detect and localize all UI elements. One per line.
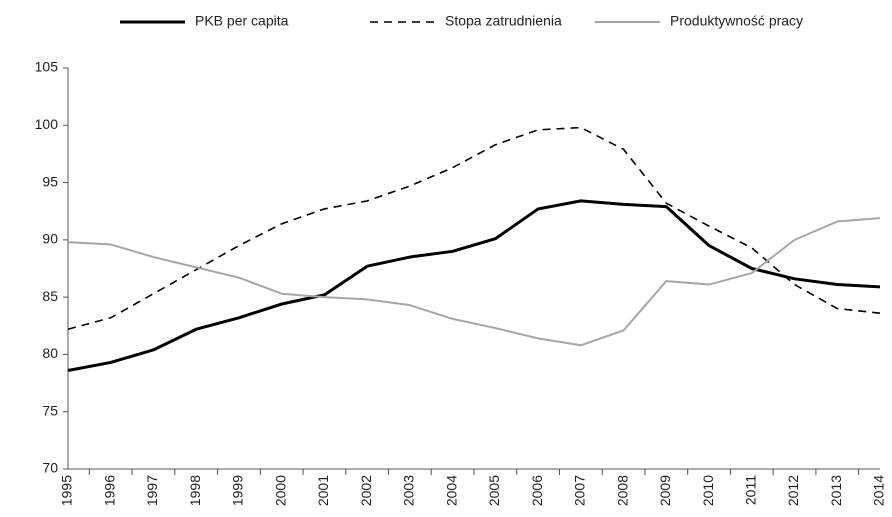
x-tick-label: 1998: [187, 475, 203, 506]
y-tick-label: 80: [42, 345, 58, 361]
x-tick-label: 2004: [443, 475, 459, 506]
series-line: [67, 199, 881, 372]
x-tick-label: 2002: [358, 475, 374, 506]
x-tick-label: 1999: [230, 475, 246, 506]
x-tick-label: 1995: [59, 475, 75, 506]
x-tick-label: 2005: [486, 475, 502, 506]
x-tick-label: 2013: [828, 475, 844, 506]
x-tick-label: 2008: [614, 475, 630, 506]
x-tick-label: 1997: [144, 475, 160, 506]
x-tick-label: 2014: [871, 475, 887, 506]
x-tick-label: 2010: [700, 475, 716, 506]
x-tick-label: 2000: [272, 475, 288, 506]
x-tick-label: 1996: [101, 475, 117, 506]
x-tick-label: 2011: [742, 475, 758, 505]
y-tick-label: 100: [35, 116, 59, 132]
x-tick-label: 2001: [315, 475, 331, 506]
x-tick-label: 2007: [572, 475, 588, 506]
y-tick-label: 75: [42, 402, 58, 418]
series-line: [67, 217, 881, 347]
x-tick-label: 2003: [401, 475, 417, 506]
legend-label: PKB per capita: [195, 13, 289, 29]
legend-label: Stopa zatrudnienia: [445, 13, 562, 29]
y-tick-label: 85: [42, 288, 58, 304]
x-tick-label: 2009: [657, 475, 673, 506]
y-tick-label: 70: [42, 460, 58, 476]
x-tick-label: 2012: [785, 475, 801, 506]
x-tick-label: 2006: [529, 475, 545, 506]
y-tick-label: 105: [35, 59, 59, 75]
legend-label: Produktywność pracy: [670, 13, 803, 29]
series-line: [67, 126, 881, 330]
y-tick-label: 95: [42, 173, 58, 189]
y-tick-label: 90: [42, 231, 58, 247]
